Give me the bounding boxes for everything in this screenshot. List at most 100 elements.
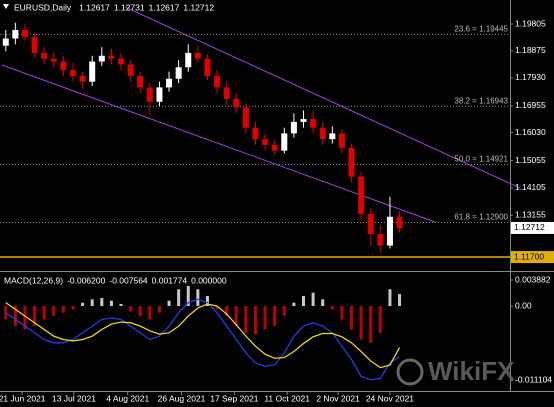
- candle-body: [50, 58, 57, 62]
- histogram-bar: [359, 306, 363, 340]
- y-tick-label: 1.19805: [515, 18, 546, 28]
- watermark-logo: [396, 358, 424, 386]
- histogram-bar: [23, 306, 27, 330]
- histogram-bar: [225, 306, 229, 317]
- x-tick-label: 13 Jul 2021: [52, 393, 96, 403]
- menu-arrow[interactable]: [3, 4, 9, 9]
- readout: EURUSD,Daily: [14, 2, 72, 12]
- histogram-bar: [90, 299, 94, 307]
- candle-body: [214, 75, 221, 88]
- candle-body: [194, 52, 201, 59]
- fib-label: 50.0 = 1.14921: [454, 155, 508, 164]
- candle-body: [300, 119, 307, 122]
- readout: -0.007564: [109, 275, 148, 285]
- candle-body: [175, 67, 182, 79]
- price-label: 1.12712: [514, 222, 545, 232]
- candle-body: [12, 29, 19, 39]
- watermark-text: WikiFX: [428, 356, 515, 386]
- candle-body: [242, 107, 249, 128]
- candle-body: [146, 87, 153, 102]
- candle-body: [271, 144, 278, 151]
- histogram-bar: [100, 297, 104, 307]
- histogram-bar: [157, 306, 161, 313]
- candle-body: [108, 55, 115, 59]
- candle-body: [21, 29, 28, 38]
- readout: -0.006200: [67, 275, 106, 285]
- histogram-bar: [33, 306, 37, 327]
- histogram-bar: [167, 300, 171, 307]
- y-tick-label: 1.15055: [515, 155, 546, 165]
- x-tick-label: 21 Jun 2021: [0, 393, 46, 403]
- histogram-bar: [350, 306, 354, 330]
- histogram-bar: [129, 306, 133, 312]
- y-tick-label: 0.00: [515, 300, 532, 310]
- histogram-bar: [282, 306, 286, 317]
- candle-body: [98, 55, 105, 62]
- histogram-bar: [81, 302, 85, 307]
- candle-body: [60, 61, 67, 71]
- histogram-bar: [177, 289, 181, 307]
- y-tick-label: 1.13155: [515, 209, 546, 219]
- histogram-bar: [311, 292, 315, 307]
- readout: 1.12617: [79, 2, 110, 12]
- histogram-bar: [302, 295, 306, 307]
- candle-body: [204, 58, 211, 76]
- readout: 0.000000: [191, 275, 227, 285]
- y-tick-label: -0.011104: [515, 375, 552, 385]
- fib-label: 23.6 = 1.19445: [454, 24, 508, 33]
- price-box: [511, 221, 554, 234]
- candle-body: [290, 121, 297, 134]
- histogram-bar: [253, 306, 257, 335]
- candle-body: [348, 147, 355, 177]
- histogram-bar: [369, 306, 373, 343]
- fib-label: 38.2 = 1.16943: [454, 96, 508, 105]
- histogram-bar: [186, 285, 190, 307]
- y-tick-label: 1.16030: [515, 127, 546, 137]
- candle-body: [396, 216, 403, 229]
- histogram-bar: [244, 306, 248, 333]
- candle-body: [233, 98, 240, 108]
- candle-body: [281, 133, 288, 151]
- histogram-bar: [196, 289, 200, 307]
- histogram-bar: [378, 306, 382, 333]
- x-tick-label: 24 Nov 2021: [366, 393, 414, 403]
- histogram-bar: [263, 306, 267, 330]
- candle-body: [127, 64, 134, 76]
- candle-body: [358, 176, 365, 214]
- candle-body: [262, 139, 269, 145]
- candle-body: [338, 133, 345, 148]
- x-tick-label: 4 Aug 2021: [106, 393, 149, 403]
- candle-body: [386, 216, 393, 246]
- y-tick-label: 1.17930: [515, 72, 546, 82]
- candle-body: [156, 87, 163, 102]
- candle-body: [41, 52, 48, 59]
- macd-line: [5, 302, 401, 369]
- channel-line: [124, 6, 521, 189]
- readout: 1.12731: [114, 2, 145, 12]
- fib-label: 61.8 = 1.12900: [454, 213, 508, 222]
- candle-body: [310, 119, 317, 128]
- candle-body: [166, 78, 173, 88]
- x-tick-label: 11 Oct 2021: [264, 393, 310, 403]
- histogram-bar: [234, 306, 238, 327]
- histogram-bar: [273, 306, 277, 327]
- candle-body: [329, 133, 336, 140]
- price-label: 1.11700: [514, 251, 544, 261]
- x-tick-label: 26 Aug 2021: [158, 393, 206, 403]
- histogram-bar: [205, 295, 209, 307]
- histogram-bar: [215, 306, 219, 310]
- y-tick-label: 0.003882: [515, 274, 551, 284]
- candle-body: [137, 75, 144, 88]
- histogram-bar: [13, 306, 17, 327]
- histogram-bar: [119, 304, 123, 307]
- readout: 0.001774: [152, 275, 188, 285]
- candle-body: [377, 234, 384, 246]
- candle-body: [89, 61, 96, 82]
- x-tick-label: 2 Nov 2021: [316, 393, 360, 403]
- histogram-bar: [71, 306, 75, 310]
- histogram-bar: [138, 306, 142, 317]
- candle-body: [319, 127, 326, 140]
- readout: 1.12617: [149, 2, 180, 12]
